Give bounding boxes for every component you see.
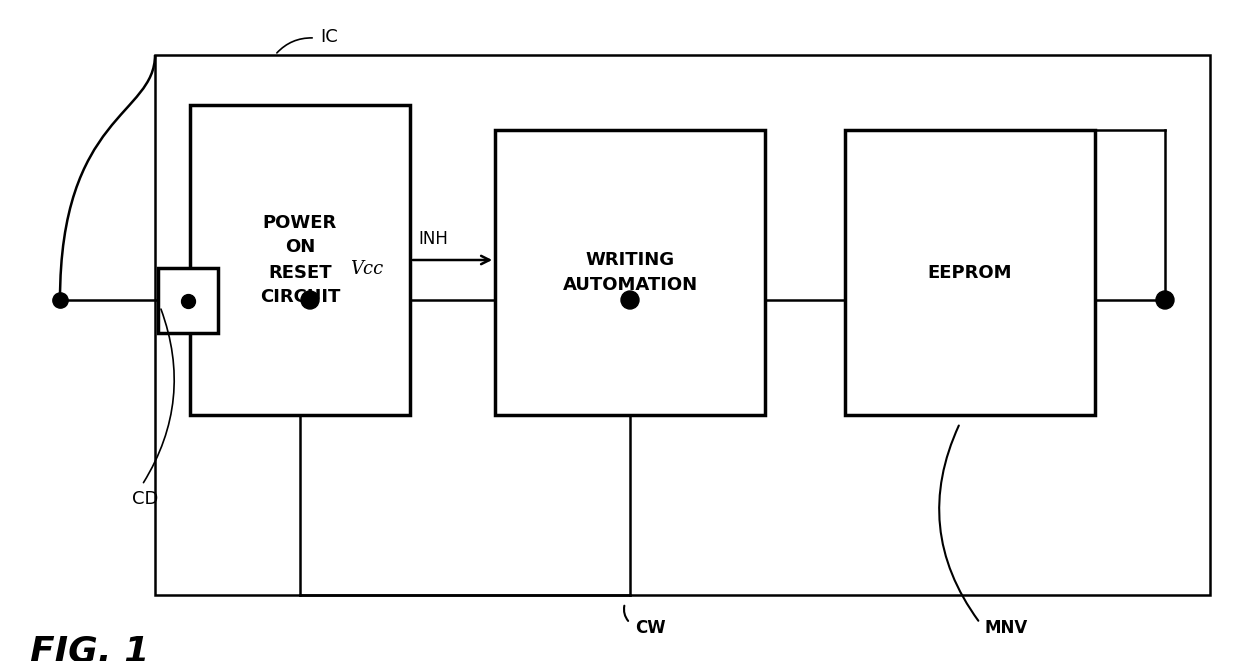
Circle shape (1156, 291, 1174, 309)
Text: CW: CW (635, 619, 666, 637)
Bar (495, 130, 765, 415)
Text: POWER
ON
RESET
CIRCUIT: POWER ON RESET CIRCUIT (260, 214, 340, 307)
Text: IC: IC (320, 28, 337, 46)
Circle shape (621, 291, 639, 309)
Bar (157, 268, 218, 333)
Text: MNV: MNV (985, 619, 1028, 637)
Circle shape (301, 291, 319, 309)
Bar (155, 55, 1210, 595)
Text: EEPROM: EEPROM (928, 264, 1012, 282)
Text: Vcc: Vcc (350, 260, 383, 278)
Bar (190, 105, 410, 415)
Text: CD: CD (131, 490, 159, 508)
Text: FIG. 1: FIG. 1 (30, 635, 149, 661)
Text: INH: INH (418, 230, 448, 248)
Text: WRITING
AUTOMATION: WRITING AUTOMATION (563, 251, 698, 294)
Bar (844, 130, 1095, 415)
